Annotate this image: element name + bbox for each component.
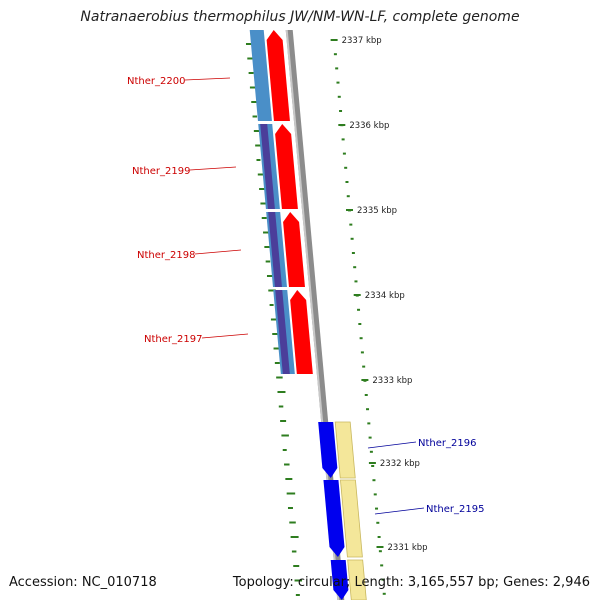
forward-label-leader — [201, 333, 249, 339]
reverse-cds-arrow — [323, 480, 345, 557]
forward-label-leader — [189, 166, 237, 171]
forward-strand-track — [249, 30, 313, 374]
ruler-label: 2335 kbp — [357, 206, 397, 216]
reverse-label-leader — [367, 441, 417, 449]
ruler-label: 2333 kbp — [372, 376, 412, 386]
forward-gene-label: Nther_2199 — [132, 166, 190, 177]
reverse-gene-band — [334, 421, 356, 479]
forward-cds-arrow — [283, 212, 305, 287]
reverse-gene-label: Nther_2196 — [418, 438, 476, 449]
reverse-cds-arrow — [330, 560, 349, 600]
ruler-label: 2334 kbp — [365, 291, 405, 301]
ruler-label: 2331 kbp — [388, 543, 428, 553]
ruler-label: 2332 kbp — [380, 459, 420, 469]
forward-gene-label: Nther_2198 — [137, 250, 195, 261]
forward-gene-label: Nther_2197 — [144, 334, 202, 345]
forward-label-leader — [184, 77, 231, 81]
reverse-label-leader — [374, 507, 425, 515]
ruler-label: 2336 kbp — [349, 121, 389, 131]
reverse-gene-band — [347, 559, 367, 600]
forward-gc-band — [275, 290, 290, 374]
forward-cds-arrow — [275, 124, 298, 209]
forward-gene-label: Nther_2200 — [127, 76, 185, 87]
forward-label-leader — [194, 249, 242, 255]
forward-gene-band — [249, 30, 272, 121]
forward-gc-band — [260, 124, 275, 209]
forward-cds-arrow — [266, 30, 290, 121]
reverse-strand-track — [318, 421, 367, 600]
forward-gc-band — [268, 212, 282, 287]
forward-cds-arrow — [290, 290, 313, 374]
accession-text: Accession: NC_010718 — [9, 575, 157, 590]
reverse-gene-label: Nther_2195 — [426, 504, 484, 515]
kbp-ruler: 2337 kbp 2336 kbp 2335 kbp 2334 kbp 2333 kbp… — [330, 36, 428, 553]
map-title: Natranaerobius thermophilus JW/NM-WN-LF,… — [80, 9, 520, 25]
topology-text: Topology: circular; Length: 3,165,557 bp… — [232, 575, 590, 590]
ruler-label: 2337 kbp — [342, 36, 382, 46]
reverse-cds-arrow — [318, 422, 338, 478]
reverse-gene-band — [340, 479, 363, 558]
gene-labels: Nther_2200 Nther_2199 Nther_2198 Nther_2197… — [127, 76, 484, 515]
